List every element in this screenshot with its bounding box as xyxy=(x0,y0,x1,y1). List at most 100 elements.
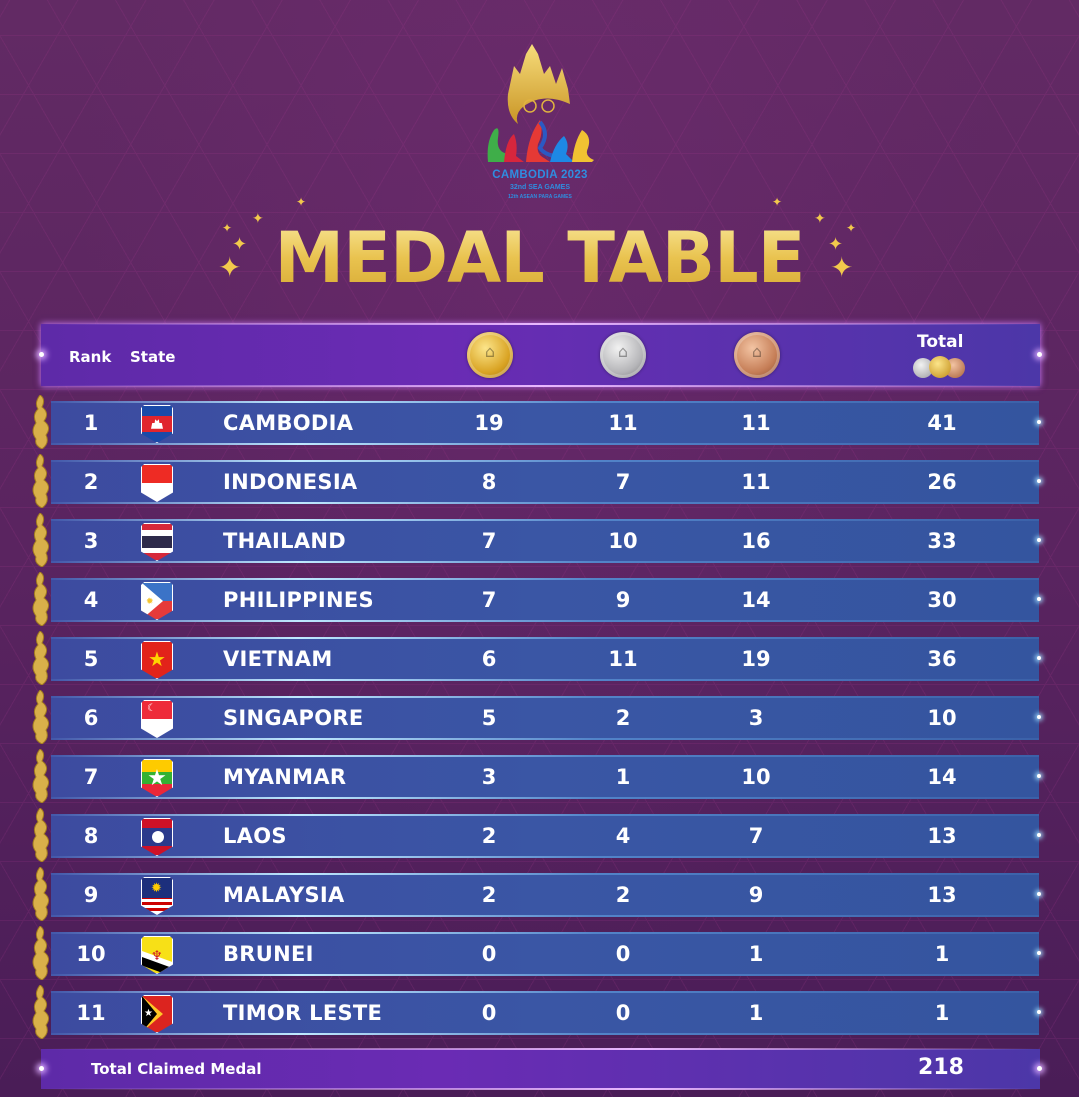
bronze-count: 7 xyxy=(748,824,764,848)
silver-count: 7 xyxy=(615,470,631,494)
bronze-count: 1 xyxy=(748,1001,764,1025)
glow-dot xyxy=(1037,774,1041,778)
naga-ornament-icon xyxy=(30,453,52,509)
bronze-count: 10 xyxy=(741,765,771,789)
country-name: MALAYSIA xyxy=(223,883,345,907)
naga-ornament-icon xyxy=(30,571,52,627)
table-row: 7 ★ MYANMAR 3 1 10 14 xyxy=(51,755,1041,799)
sparkle-icon: ✦ xyxy=(830,254,853,282)
total-count: 1 xyxy=(934,942,950,966)
rank-cell: 9 xyxy=(83,883,99,907)
naga-ornament-icon xyxy=(30,866,52,922)
bronze-count: 3 xyxy=(748,706,764,730)
glow-dot xyxy=(1037,951,1041,955)
naga-ornament-icon xyxy=(30,807,52,863)
rank-cell: 6 xyxy=(83,706,99,730)
bronze-count: 11 xyxy=(741,470,771,494)
header-state: State xyxy=(130,348,176,366)
silver-count: 2 xyxy=(615,883,631,907)
country-name: VIETNAM xyxy=(223,647,333,671)
table-row: 5 ★ VIETNAM 6 11 19 36 xyxy=(51,637,1041,681)
sparkle-icon: ✦ xyxy=(828,236,843,254)
gold-count: 3 xyxy=(481,765,497,789)
flag-indonesia-icon xyxy=(141,464,173,502)
gold-count: 5 xyxy=(481,706,497,730)
glow-dot xyxy=(39,1066,44,1071)
country-name: MYANMAR xyxy=(223,765,347,789)
total-count: 26 xyxy=(927,470,957,494)
bronze-count: 9 xyxy=(748,883,764,907)
silver-count: 4 xyxy=(615,824,631,848)
total-claimed-label: Total Claimed Medal xyxy=(91,1060,262,1078)
flag-vietnam-icon: ★ xyxy=(141,641,173,679)
sparkle-icon: ✦ xyxy=(772,195,783,209)
naga-ornament-icon xyxy=(30,689,52,745)
country-name: INDONESIA xyxy=(223,470,358,494)
table-row: 4 ✹ PHILIPPINES 7 9 14 30 xyxy=(51,578,1041,622)
table-row: 3 THAILAND 7 10 16 33 xyxy=(51,519,1041,563)
sparkle-icon: ✦ xyxy=(846,222,856,234)
glow-dot xyxy=(1037,833,1041,837)
bronze-count: 14 xyxy=(741,588,771,612)
table-header: Rank State Total xyxy=(39,323,1042,387)
sparkle-icon: ✦ xyxy=(252,212,264,226)
logo-subtitle: 32nd SEA GAMES xyxy=(509,184,571,191)
glow-dot xyxy=(1037,420,1041,424)
gold-count: 7 xyxy=(481,529,497,553)
country-name: TIMOR LESTE xyxy=(223,1001,383,1025)
gold-medal-icon xyxy=(467,332,513,378)
gold-medal-icon xyxy=(929,356,951,378)
flag-cambodia-icon xyxy=(141,405,173,443)
naga-ornament-icon xyxy=(30,748,52,804)
gold-count: 7 xyxy=(481,588,497,612)
glow-dot xyxy=(1037,715,1041,719)
country-name: LAOS xyxy=(223,824,287,848)
bronze-count: 19 xyxy=(741,647,771,671)
silver-count: 0 xyxy=(615,942,631,966)
flag-malaysia-icon: ✹ xyxy=(141,877,173,915)
total-count: 13 xyxy=(927,824,957,848)
sparkle-icon: ✦ xyxy=(296,195,307,209)
table-row: 2 INDONESIA 8 7 11 26 xyxy=(51,460,1041,504)
country-name: PHILIPPINES xyxy=(223,588,374,612)
rank-cell: 5 xyxy=(83,647,99,671)
silver-medal-icon xyxy=(600,332,646,378)
flag-thailand-icon xyxy=(141,523,173,561)
logo-subtitle-2: 12th ASEAN PARA GAMES xyxy=(508,194,572,200)
header-rank: Rank xyxy=(69,348,112,366)
rank-cell: 8 xyxy=(83,824,99,848)
total-claimed-value: 218 xyxy=(918,1055,964,1080)
glow-dot xyxy=(1037,538,1041,542)
table-row: 10 ♆ BRUNEI 0 0 1 1 xyxy=(51,932,1041,976)
silver-count: 11 xyxy=(608,647,638,671)
naga-ornament-icon xyxy=(30,630,52,686)
logo-title: CAMBODIA 2023 xyxy=(492,169,588,181)
flag-myanmar-icon: ★ xyxy=(141,759,173,797)
rank-cell: 7 xyxy=(83,765,99,789)
flag-philippines-icon: ✹ xyxy=(141,582,173,620)
rank-cell: 10 xyxy=(76,942,106,966)
flag-brunei-icon: ♆ xyxy=(141,936,173,974)
page-title: MEDAL TABLE xyxy=(0,218,1079,298)
silver-medal-icon xyxy=(913,358,933,378)
rank-cell: 11 xyxy=(76,1001,106,1025)
glow-dot xyxy=(1037,479,1041,483)
sparkle-icon: ✦ xyxy=(814,212,826,226)
bronze-count: 16 xyxy=(741,529,771,553)
silver-count: 9 xyxy=(615,588,631,612)
flag-laos-icon xyxy=(141,818,173,856)
silver-count: 1 xyxy=(615,765,631,789)
glow-dot xyxy=(1037,597,1041,601)
country-name: CAMBODIA xyxy=(223,411,354,435)
naga-ornament-icon xyxy=(30,984,52,1040)
sea-games-logo: CAMBODIA 2023 32nd SEA GAMES 12th ASEAN … xyxy=(484,44,596,210)
sparkle-icon: ✦ xyxy=(222,222,232,234)
gold-count: 19 xyxy=(474,411,504,435)
rank-cell: 3 xyxy=(83,529,99,553)
glow-dot xyxy=(1037,892,1041,896)
gold-count: 8 xyxy=(481,470,497,494)
country-name: SINGAPORE xyxy=(223,706,364,730)
silver-count: 10 xyxy=(608,529,638,553)
glow-dot xyxy=(1037,352,1042,357)
glow-dot xyxy=(1037,1010,1041,1014)
